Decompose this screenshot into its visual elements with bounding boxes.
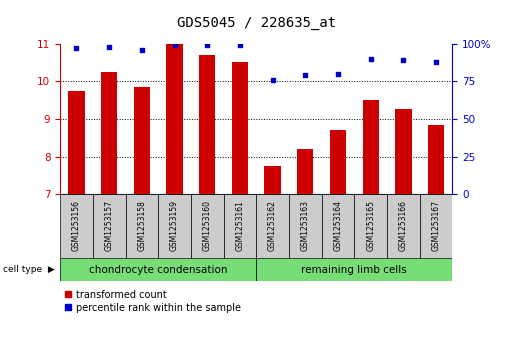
Bar	[101, 72, 117, 194]
Point	[203, 42, 211, 48]
Point	[367, 56, 375, 61]
Point	[138, 47, 146, 53]
Text: GSM1253163: GSM1253163	[301, 200, 310, 252]
Bar	[362, 100, 379, 194]
Bar	[289, 194, 322, 258]
Bar	[355, 194, 387, 258]
Text: GDS5045 / 228635_at: GDS5045 / 228635_at	[177, 16, 336, 30]
Text: remaining limb cells: remaining limb cells	[301, 265, 407, 274]
Bar	[387, 194, 419, 258]
Point	[432, 59, 440, 65]
Point	[268, 77, 277, 83]
Text: chondrocyte condensation: chondrocyte condensation	[89, 265, 228, 274]
Bar	[158, 194, 191, 258]
Text: GSM1253157: GSM1253157	[105, 200, 113, 252]
Text: GSM1253162: GSM1253162	[268, 200, 277, 252]
Text: cell type  ▶: cell type ▶	[3, 265, 54, 274]
Point	[170, 42, 179, 48]
Point	[236, 42, 244, 48]
Bar	[330, 130, 346, 194]
Text: GSM1253156: GSM1253156	[72, 200, 81, 252]
Text: GSM1253167: GSM1253167	[431, 200, 440, 252]
Text: GSM1253166: GSM1253166	[399, 200, 408, 252]
Bar	[199, 55, 215, 194]
Text: GSM1253160: GSM1253160	[203, 200, 212, 252]
Point	[72, 45, 81, 51]
Bar	[395, 110, 412, 194]
Bar	[191, 194, 224, 258]
Bar	[134, 87, 150, 194]
Point	[399, 57, 407, 63]
Bar	[256, 194, 289, 258]
Bar	[93, 194, 126, 258]
Bar	[69, 91, 85, 194]
Bar	[419, 194, 452, 258]
Bar	[60, 194, 93, 258]
Text: GSM1253164: GSM1253164	[334, 200, 343, 252]
Legend: transformed count, percentile rank within the sample: transformed count, percentile rank withi…	[65, 290, 241, 313]
Bar	[322, 194, 355, 258]
Point	[334, 71, 342, 77]
Text: GSM1253165: GSM1253165	[366, 200, 375, 252]
Bar	[166, 44, 183, 194]
Point	[105, 44, 113, 49]
Point	[301, 72, 310, 78]
Bar	[265, 166, 281, 194]
Bar	[256, 258, 452, 281]
Bar	[60, 258, 256, 281]
Bar	[232, 62, 248, 194]
Text: GSM1253161: GSM1253161	[235, 200, 244, 252]
Bar	[224, 194, 256, 258]
Bar	[297, 149, 313, 194]
Text: GSM1253158: GSM1253158	[138, 200, 146, 252]
Bar	[428, 125, 444, 194]
Text: GSM1253159: GSM1253159	[170, 200, 179, 252]
Bar	[126, 194, 158, 258]
